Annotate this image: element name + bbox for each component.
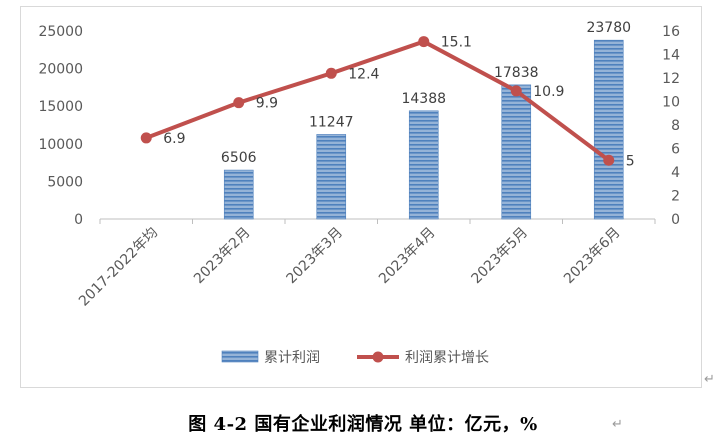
y-left-tick-label: 10000	[38, 137, 83, 153]
line-point	[418, 36, 430, 48]
bar-data-label: 6506	[221, 150, 257, 166]
line-point	[233, 97, 245, 109]
line-layer	[140, 36, 615, 166]
line-data-label: 15.1	[441, 35, 472, 51]
y-left-tick-label: 20000	[38, 62, 83, 78]
bar-cumulative-profit	[408, 110, 439, 220]
x-category-label: 2023年5月	[468, 225, 531, 288]
figure-caption: 图 4-2 国有企业利润情况 单位：亿元，%	[188, 414, 538, 435]
bar-cumulative-profit	[223, 169, 254, 220]
bar-cumulative-profit	[316, 134, 347, 220]
x-category-label: 2023年3月	[283, 225, 346, 288]
line-data-label: 6.9	[163, 131, 185, 147]
y-right-tick-label: 12	[662, 71, 680, 87]
y-left-tick-label: 5000	[47, 174, 83, 190]
bar-data-label: 11247	[309, 114, 354, 130]
line-profit-growth	[145, 39, 610, 162]
y-right-tick-label: 10	[662, 95, 680, 111]
legend-bar-swatch	[221, 350, 259, 363]
y-right-tick-label: 14	[662, 48, 680, 64]
x-category-label: 2017-2022年均	[76, 225, 161, 310]
legend-line-marker	[372, 351, 384, 363]
x-category-label: 2023年6月	[561, 225, 624, 288]
y-right-tick-label: 2	[671, 189, 680, 205]
y-right-tick-label: 8	[671, 118, 680, 134]
y-left-tick-label: 15000	[38, 99, 83, 115]
bars-layer	[223, 39, 624, 220]
y-right-tick-label: 16	[662, 24, 680, 40]
legend-label: 累计利润	[264, 350, 320, 366]
legend-layer: 累计利润 利润累计增长	[221, 350, 489, 366]
bar-cumulative-profit	[501, 84, 532, 220]
paragraph-return-mark: ↵	[612, 417, 623, 432]
line-point	[510, 85, 522, 97]
line-data-label: 10.9	[533, 84, 564, 100]
bar-data-label: 14388	[401, 91, 446, 107]
bar-cumulative-profit	[593, 39, 624, 220]
y-right-tick-label: 0	[671, 212, 680, 228]
y-left-tick-label: 0	[74, 212, 83, 228]
chart-frame	[20, 6, 702, 388]
line-point	[603, 154, 615, 166]
y-right-tick-label: 6	[671, 142, 680, 158]
bar-data-label: 23780	[586, 20, 631, 36]
x-category-label: 2023年4月	[376, 225, 439, 288]
y-left-tick-label: 25000	[38, 24, 83, 40]
x-category-label: 2023年2月	[191, 225, 254, 288]
bar-data-label: 17838	[494, 65, 539, 81]
line-data-label: 5	[626, 153, 635, 169]
paragraph-return-mark: ↵	[704, 372, 715, 387]
line-data-label: 12.4	[348, 66, 379, 82]
line-point	[140, 132, 152, 144]
y-right-tick-label: 4	[671, 165, 680, 181]
line-point	[325, 67, 337, 79]
legend-label: 利润累计增长	[405, 350, 489, 366]
labels-layer: 6506 11247 14388 17838 23780 6.9 9.9 12.4 15.1 10…	[163, 20, 634, 169]
line-data-label: 9.9	[256, 96, 278, 112]
